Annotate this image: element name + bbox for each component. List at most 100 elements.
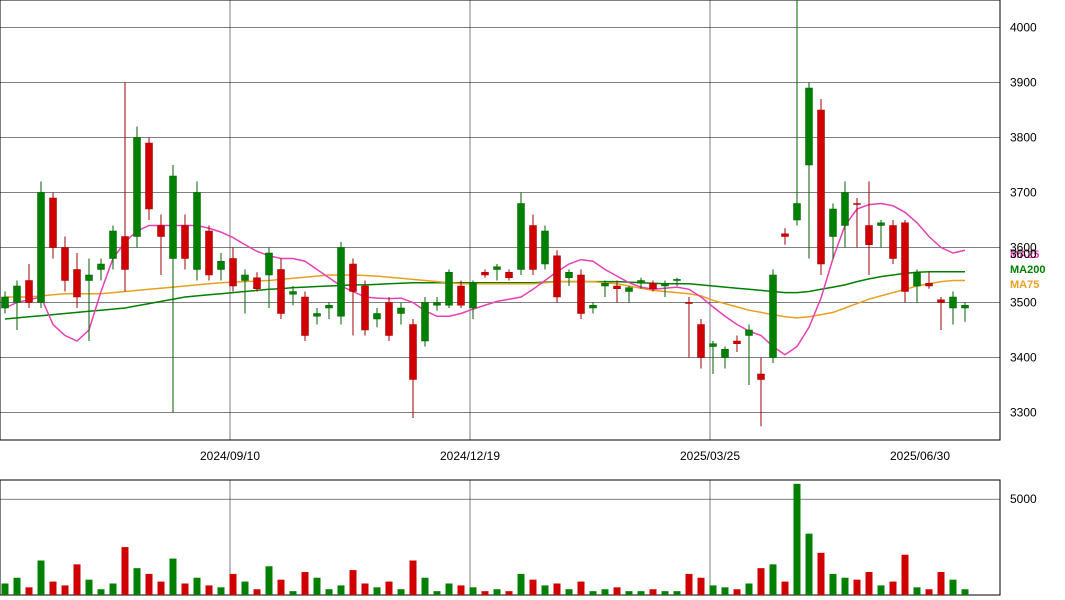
volume-bar [518, 574, 525, 595]
volume-bar [734, 589, 741, 595]
candle [170, 176, 177, 259]
x-tick-label: 2025/06/30 [890, 449, 950, 463]
volume-bar [566, 589, 573, 595]
volume-bar [350, 570, 357, 595]
volume-bar [578, 582, 585, 595]
volume-bar [98, 589, 105, 595]
y-tick-label-overlap: 3600 [1010, 247, 1037, 261]
volume-bar [266, 566, 273, 595]
candle [242, 275, 249, 281]
candle [470, 283, 477, 308]
candle [26, 281, 33, 303]
candle [494, 267, 501, 270]
volume-bar [386, 582, 393, 595]
volume-bar [950, 580, 957, 595]
volume-bar [446, 584, 453, 596]
candle [362, 286, 369, 330]
candle [938, 300, 945, 303]
candle [446, 272, 453, 305]
candle [410, 325, 417, 380]
candle [554, 256, 561, 297]
candle [746, 330, 753, 336]
candle [398, 308, 405, 314]
volume-bar [398, 589, 405, 595]
candle [434, 303, 441, 306]
volume-bar [86, 580, 93, 595]
volume-bar [662, 591, 669, 595]
volume-bar [698, 578, 705, 595]
y-tick-label: 3500 [1010, 296, 1037, 310]
candle [614, 286, 621, 289]
candle [566, 272, 573, 278]
candle [350, 264, 357, 292]
volume-bar [530, 580, 537, 595]
candle [770, 275, 777, 358]
volume-bar [14, 578, 21, 595]
volume-bar [722, 587, 729, 595]
candle [134, 138, 141, 237]
volume-bar [290, 591, 297, 595]
volume-bar [254, 589, 261, 595]
volume-bar [206, 585, 213, 595]
candle [458, 286, 465, 305]
volume-bar [374, 587, 381, 595]
volume-bar [122, 547, 129, 595]
legend-label: MA200 [1010, 264, 1045, 276]
volume-bar [830, 574, 837, 595]
candle [386, 303, 393, 336]
candle [38, 193, 45, 303]
x-tick-label: 2025/03/25 [680, 449, 740, 463]
volume-bar [926, 589, 933, 595]
volume-bar [110, 584, 117, 596]
volume-bar [314, 578, 321, 595]
volume-bar [50, 582, 57, 595]
candle [962, 305, 969, 308]
candle [734, 341, 741, 344]
candle [686, 303, 693, 304]
legend-label: MA75 [1010, 279, 1039, 291]
candle [842, 193, 849, 226]
volume-bar [326, 589, 333, 595]
candle [314, 314, 321, 317]
candle [650, 283, 657, 289]
volume-bar [842, 578, 849, 595]
volume-bar [338, 585, 345, 595]
volume-bar [902, 555, 909, 595]
volume-bar [362, 584, 369, 596]
volume-bar [626, 591, 633, 595]
x-tick-label: 2024/12/19 [440, 449, 500, 463]
volume-bar [2, 584, 9, 596]
vol-tick-label: 5000 [1010, 492, 1037, 506]
candle [122, 237, 129, 270]
candle [110, 231, 117, 259]
volume-bar [782, 582, 789, 595]
candle [338, 248, 345, 317]
candle [830, 209, 837, 237]
volume-bar [146, 574, 153, 595]
volume-bar [434, 591, 441, 595]
volume-bar [638, 591, 645, 595]
y-tick-label: 3700 [1010, 186, 1037, 200]
volume-bar [890, 582, 897, 595]
chart-svg: 330034003500360037003800390040002024/09/… [0, 0, 1065, 600]
volume-bar [302, 572, 309, 595]
candle [14, 286, 21, 303]
volume-bar [26, 587, 33, 595]
volume-bar [758, 568, 765, 595]
volume-bar [458, 585, 465, 595]
volume-bar [158, 582, 165, 595]
candle [926, 283, 933, 286]
candle [98, 264, 105, 270]
candle [290, 292, 297, 295]
volume-bar [854, 580, 861, 595]
volume-bar [806, 534, 813, 595]
candle [818, 110, 825, 264]
volume-bar [278, 580, 285, 595]
candle [482, 272, 489, 275]
y-tick-label: 3800 [1010, 131, 1037, 145]
candle [326, 305, 333, 308]
volume-bar [686, 574, 693, 595]
volume-bar [482, 591, 489, 595]
candle [590, 305, 597, 308]
volume-bar [134, 568, 141, 595]
